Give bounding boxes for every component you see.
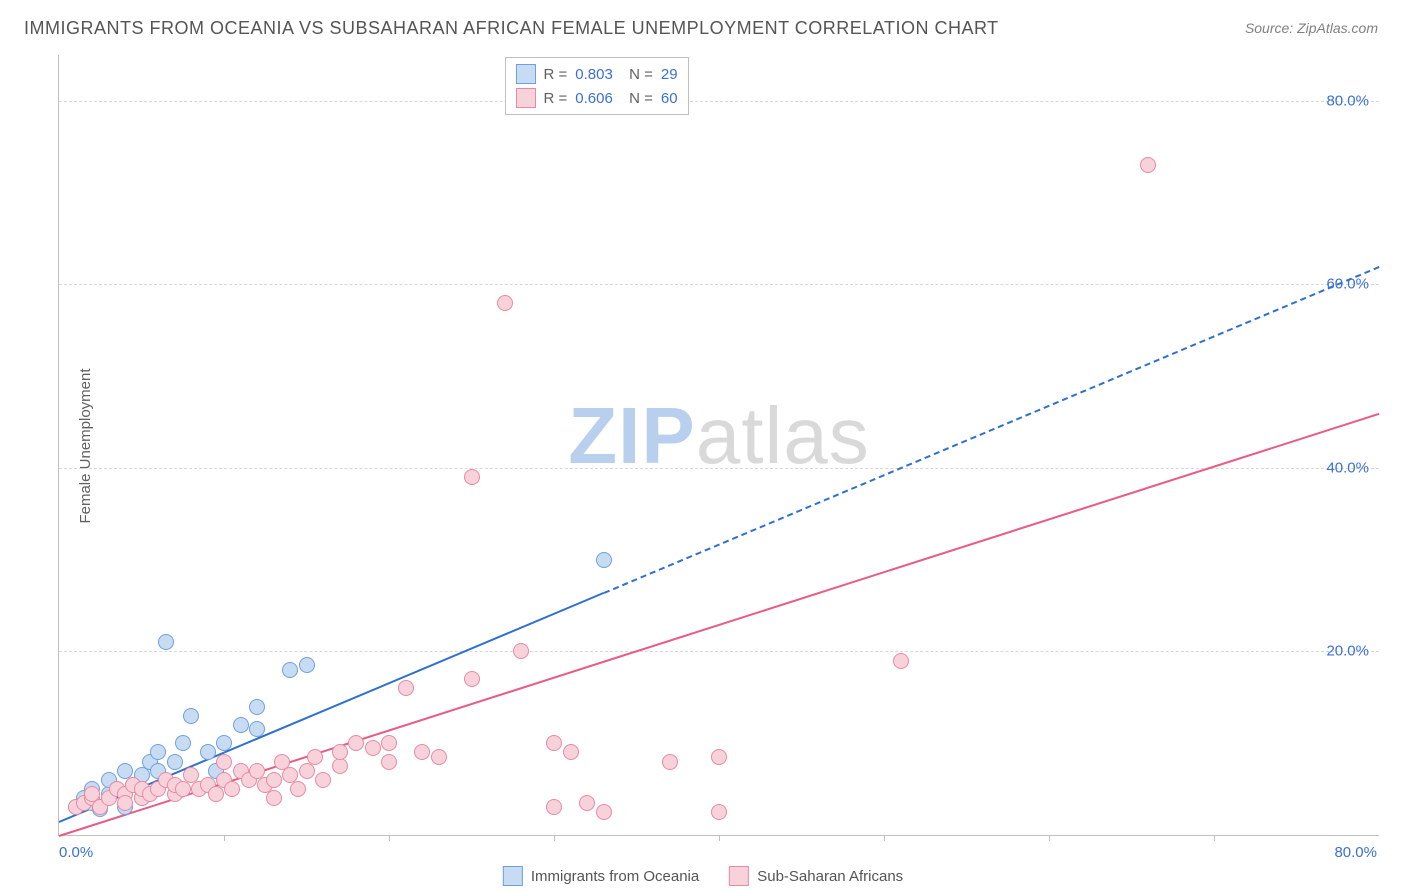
x-tick: [1049, 835, 1050, 841]
legend-swatch: [516, 88, 536, 108]
data-point: [563, 744, 579, 760]
legend-r-value: 0.606: [575, 90, 613, 107]
source-attribution: Source: ZipAtlas.com: [1245, 20, 1378, 36]
data-point: [266, 772, 282, 788]
data-point: [414, 744, 430, 760]
legend-item-oceania: Immigrants from Oceania: [503, 866, 699, 886]
data-point: [464, 469, 480, 485]
y-tick-label: 80.0%: [1326, 92, 1369, 109]
data-point: [348, 735, 364, 751]
data-point: [579, 795, 595, 811]
legend-top: R = 0.803 N = 29 R = 0.606 N = 60: [505, 57, 689, 115]
legend-item-subsaharan: Sub-Saharan Africans: [729, 866, 903, 886]
data-point: [307, 749, 323, 765]
data-point: [266, 790, 282, 806]
legend-row: R = 0.606 N = 60: [516, 86, 678, 110]
data-point: [464, 671, 480, 687]
legend-r-prefix: R =: [544, 90, 568, 107]
data-point: [175, 735, 191, 751]
data-point: [711, 804, 727, 820]
data-point: [365, 740, 381, 756]
x-max-label: 80.0%: [1334, 844, 1377, 861]
data-point: [175, 781, 191, 797]
data-point: [315, 772, 331, 788]
data-point: [167, 754, 183, 770]
x-origin-label: 0.0%: [59, 844, 93, 861]
watermark-text-a: ZIP: [568, 391, 695, 480]
data-point: [216, 754, 232, 770]
data-point: [332, 758, 348, 774]
data-point: [1140, 157, 1156, 173]
x-tick: [389, 835, 390, 841]
y-tick-label: 40.0%: [1326, 459, 1369, 476]
data-point: [381, 735, 397, 751]
data-point: [497, 295, 513, 311]
legend-bottom: Immigrants from Oceania Sub-Saharan Afri…: [503, 866, 903, 886]
data-point: [546, 799, 562, 815]
data-point: [183, 708, 199, 724]
gridline: [59, 468, 1379, 469]
x-tick: [1214, 835, 1215, 841]
x-tick: [884, 835, 885, 841]
x-tick: [224, 835, 225, 841]
data-point: [150, 744, 166, 760]
data-point: [249, 721, 265, 737]
legend-swatch-oceania: [503, 866, 523, 886]
legend-r-prefix: R =: [544, 66, 568, 83]
data-point: [117, 795, 133, 811]
legend-swatch: [516, 64, 536, 84]
legend-n-prefix: N =: [621, 90, 653, 107]
data-point: [431, 749, 447, 765]
chart-container: IMMIGRANTS FROM OCEANIA VS SUBSAHARAN AF…: [0, 0, 1406, 892]
x-tick: [719, 835, 720, 841]
legend-label-oceania: Immigrants from Oceania: [531, 868, 699, 885]
data-point: [596, 552, 612, 568]
data-point: [513, 643, 529, 659]
legend-row: R = 0.803 N = 29: [516, 62, 678, 86]
gridline: [59, 284, 1379, 285]
data-point: [398, 680, 414, 696]
plot-area: ZIPatlas 20.0%40.0%60.0%80.0%0.0%80.0%R …: [58, 55, 1379, 836]
data-point: [290, 781, 306, 797]
gridline: [59, 101, 1379, 102]
data-point: [158, 634, 174, 650]
data-point: [200, 744, 216, 760]
data-point: [224, 781, 240, 797]
data-point: [381, 754, 397, 770]
legend-r-value: 0.803: [575, 66, 613, 83]
chart-title: IMMIGRANTS FROM OCEANIA VS SUBSAHARAN AF…: [24, 18, 999, 39]
data-point: [299, 657, 315, 673]
data-point: [893, 653, 909, 669]
legend-label-subsaharan: Sub-Saharan Africans: [757, 868, 903, 885]
y-tick-label: 20.0%: [1326, 643, 1369, 660]
data-point: [249, 699, 265, 715]
gridline: [59, 651, 1379, 652]
data-point: [546, 735, 562, 751]
data-point: [332, 744, 348, 760]
data-point: [662, 754, 678, 770]
trend-line: [603, 266, 1379, 594]
legend-swatch-subsaharan: [729, 866, 749, 886]
data-point: [282, 662, 298, 678]
legend-n-value: 29: [661, 66, 678, 83]
legend-n-prefix: N =: [621, 66, 653, 83]
watermark-text-b: atlas: [696, 391, 870, 480]
x-tick: [554, 835, 555, 841]
data-point: [596, 804, 612, 820]
data-point: [208, 786, 224, 802]
legend-n-value: 60: [661, 90, 678, 107]
data-point: [216, 735, 232, 751]
data-point: [299, 763, 315, 779]
data-point: [711, 749, 727, 765]
data-point: [233, 717, 249, 733]
